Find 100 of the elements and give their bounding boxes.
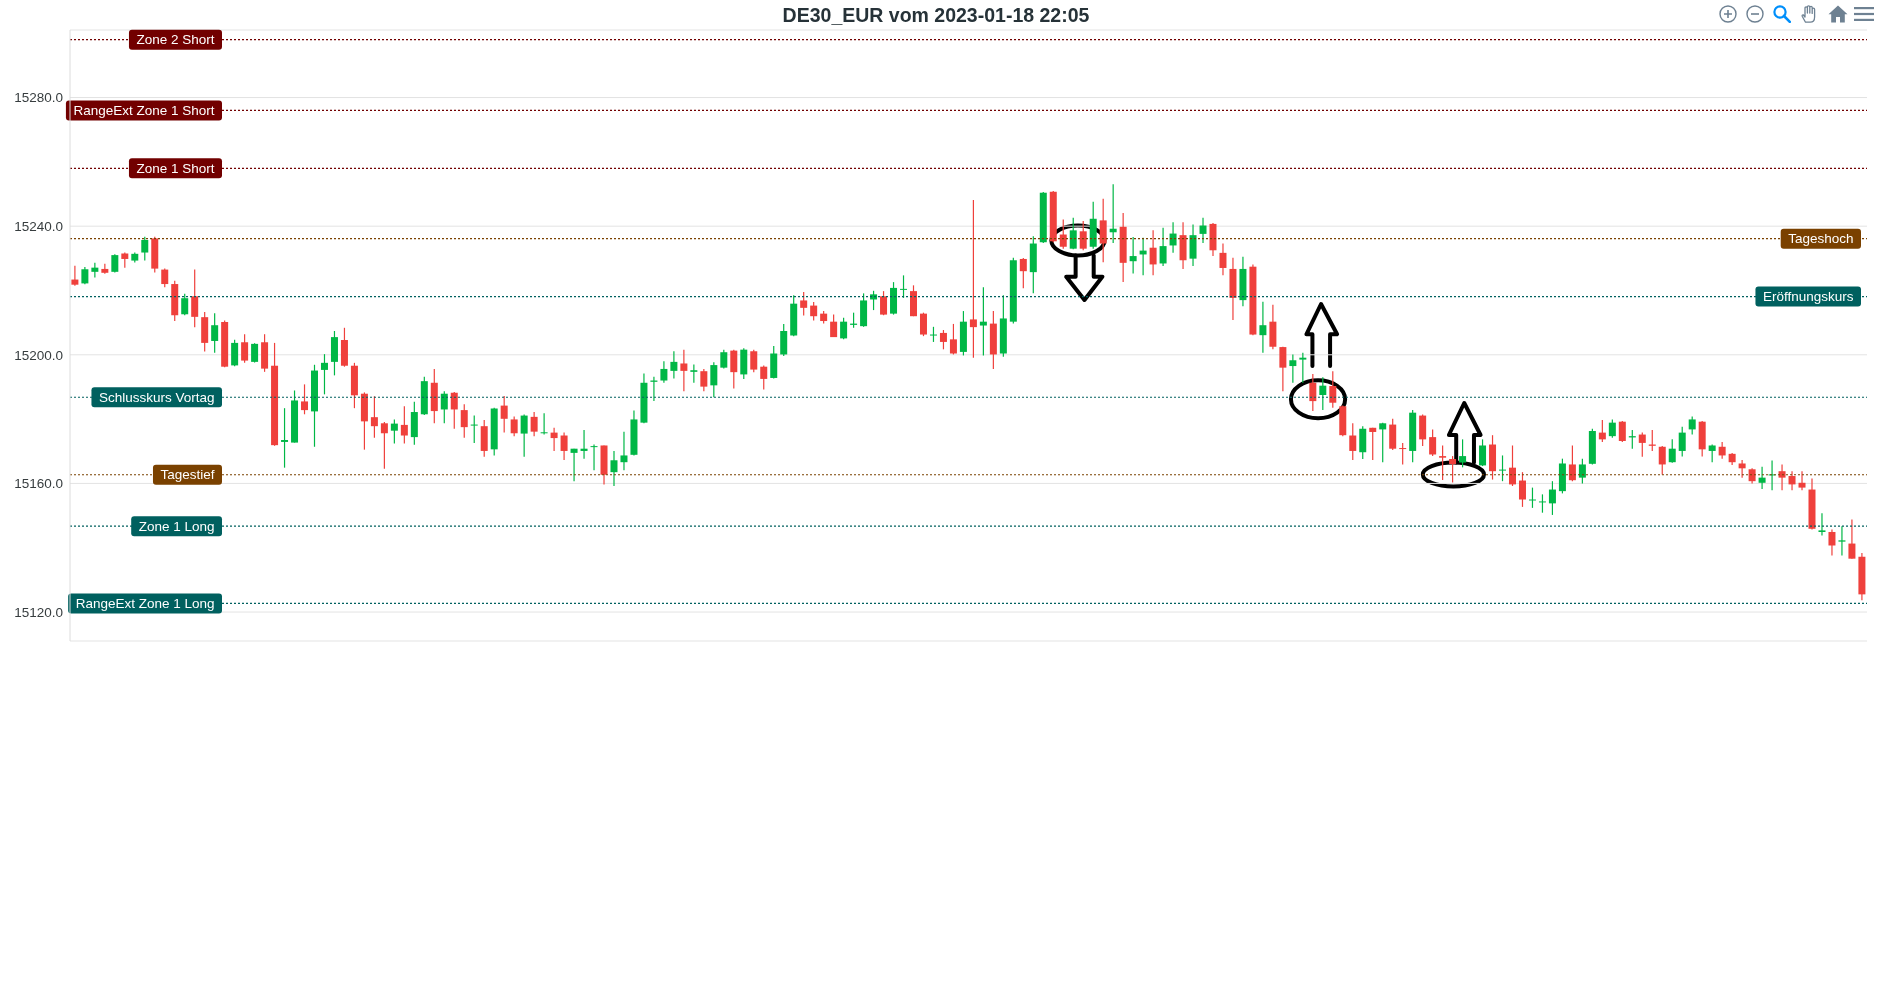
candlestick: [939, 329, 947, 350]
candlestick: [1838, 525, 1846, 557]
candlestick: [949, 323, 957, 356]
candlestick: [450, 391, 458, 430]
candlestick: [520, 414, 528, 458]
candlestick: [91, 262, 99, 279]
candlestick: [1798, 470, 1806, 491]
candlestick: [1499, 454, 1507, 482]
candlestick: [680, 349, 688, 392]
candlestick: [1548, 480, 1556, 516]
candlestick: [1658, 445, 1666, 476]
y-tick-label: 15240.0: [14, 218, 63, 234]
candlestick: [1149, 229, 1157, 276]
candlestick: [1349, 422, 1357, 461]
candlestick: [241, 333, 249, 364]
candlestick: [570, 448, 578, 482]
candlestick: [730, 349, 738, 390]
candlestick: [800, 291, 808, 317]
candlestick: [1718, 441, 1726, 460]
candlestick: [1608, 418, 1616, 439]
candlestick: [1479, 438, 1487, 467]
y-tick-label: 15160.0: [14, 476, 63, 492]
candlestick: [1289, 353, 1297, 384]
candlestick: [1379, 422, 1387, 463]
candlestick: [1459, 438, 1467, 468]
candlestick: [560, 432, 568, 461]
candlestick: [1538, 493, 1546, 514]
candlestick: [780, 323, 788, 357]
candlestick: [979, 286, 987, 357]
candlestick: [1059, 218, 1067, 250]
candlestick: [1259, 301, 1267, 354]
candlestick: [1359, 425, 1367, 460]
candlestick: [620, 431, 628, 471]
candlestick: [1828, 528, 1836, 557]
candlestick: [1199, 217, 1207, 244]
candlestick: [1518, 471, 1526, 508]
candlestick: [231, 339, 239, 367]
candlestick: [1788, 470, 1796, 491]
candlestick: [1319, 376, 1327, 411]
candlestick: [470, 414, 478, 444]
ref-line-label: RangeExt Zone 1 Long: [75, 595, 215, 611]
candlestick: [1758, 466, 1766, 490]
candlestick: [181, 293, 189, 316]
candlestick: [1778, 463, 1786, 491]
candlestick: [1329, 370, 1337, 409]
candlestick: [1638, 432, 1646, 458]
candlestick: [880, 290, 888, 316]
candlestick: [1019, 257, 1027, 289]
candlestick: [1818, 512, 1826, 537]
candlestick: [1688, 415, 1696, 436]
candlestick: [161, 268, 169, 288]
ref-line-label: Zone 2 Short: [136, 32, 215, 48]
candlestick: [1159, 227, 1167, 267]
candlestick: [1419, 414, 1427, 447]
candlestick: [320, 353, 328, 395]
candlestick: [750, 349, 758, 373]
ref-line-label: Eröffnungskurs: [1762, 289, 1854, 305]
candlestick: [390, 418, 398, 445]
candlestick: [700, 368, 708, 392]
ref-line-label: RangeExt Zone 1 Short: [73, 102, 215, 118]
ref-line-label: Tagestief: [160, 467, 215, 483]
candlestick: [840, 317, 848, 340]
candlestick: [530, 411, 538, 437]
candlestick: [1309, 373, 1317, 412]
candlestick: [1439, 444, 1447, 481]
candlestick: [1189, 223, 1197, 267]
candlestick: [1618, 420, 1626, 443]
candlestick: [1578, 458, 1586, 485]
ref-line-label: Schlusskurs Vortag: [98, 389, 215, 405]
y-tick-label: 15280.0: [14, 90, 63, 106]
candlestick: [1509, 444, 1516, 487]
candlestick: [1279, 346, 1287, 392]
candlestick: [810, 301, 818, 321]
candlestick: [1738, 459, 1746, 479]
candlestick: [1668, 438, 1676, 464]
candlestick: [1449, 455, 1457, 484]
candlestick: [1568, 444, 1576, 482]
candlestick: [440, 390, 448, 424]
candlestick: [1848, 518, 1856, 560]
candlestick: [1069, 217, 1077, 250]
candlestick: [720, 349, 728, 370]
y-tick-label: 15120.0: [14, 604, 63, 620]
candlestick: [690, 363, 698, 384]
ref-line-label: Zone 1 Short: [136, 160, 215, 176]
candlestick: [460, 403, 468, 439]
candlestick: [1528, 487, 1536, 509]
candlestick: [1079, 220, 1087, 251]
candlestick: [1099, 198, 1107, 263]
candlestick: [211, 312, 219, 354]
candlestick: [251, 342, 259, 364]
candlestick: [500, 395, 508, 434]
candlestick: [400, 405, 408, 445]
candlestick: [1429, 428, 1437, 457]
candlestick: [969, 199, 977, 359]
candlestick: [710, 361, 718, 398]
candlestick: [1399, 442, 1407, 466]
candlestick: [380, 421, 388, 470]
candlestick: [919, 312, 927, 337]
candlestick: [370, 395, 378, 439]
ref-line-label: Zone 1 Long: [138, 518, 215, 534]
